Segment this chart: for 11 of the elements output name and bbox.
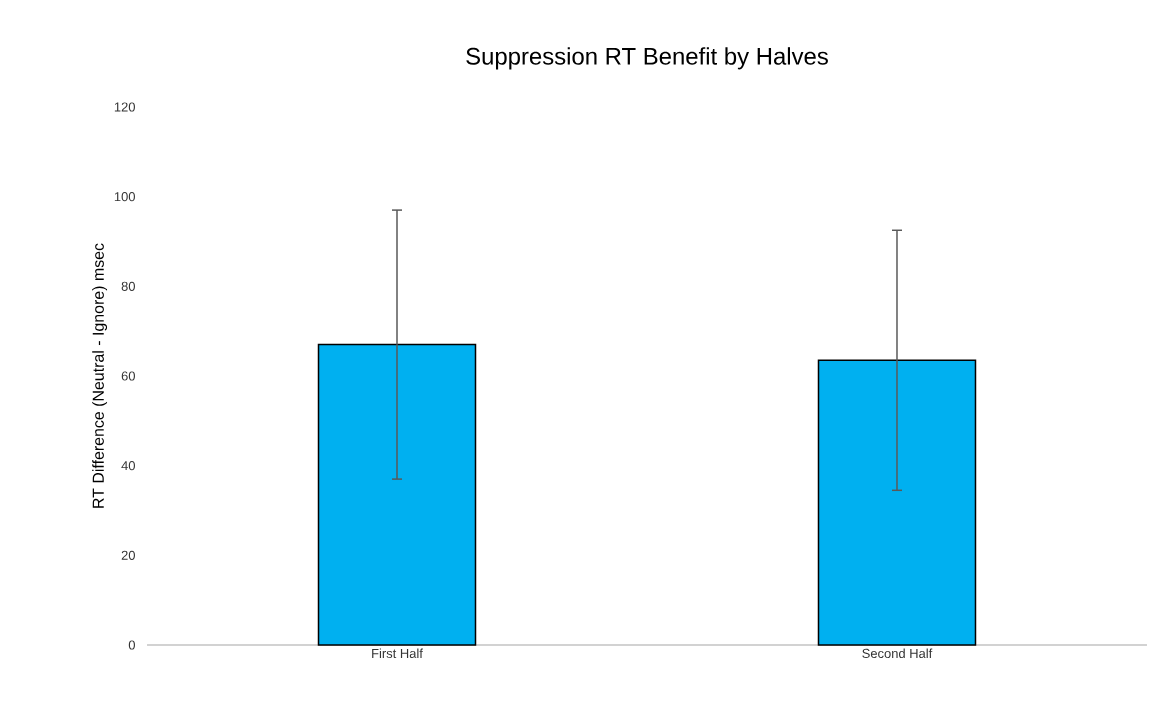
y-tick-label: 0 — [128, 640, 135, 650]
y-axis-title: RT Difference (Neutral - Ignore) msec — [92, 243, 108, 508]
x-tick-label: Second Half — [862, 648, 933, 659]
y-tick-label: 40 — [121, 461, 135, 471]
y-tick-label: 80 — [121, 281, 135, 291]
y-tick-label: 120 — [114, 102, 135, 112]
x-tick-label: First Half — [372, 648, 423, 659]
chart-title: Suppression RT Benefit by Halves — [466, 47, 828, 70]
y-tick-label: 60 — [121, 371, 135, 381]
y-tick-label: 20 — [121, 550, 135, 560]
y-tick-label: 100 — [114, 192, 135, 202]
